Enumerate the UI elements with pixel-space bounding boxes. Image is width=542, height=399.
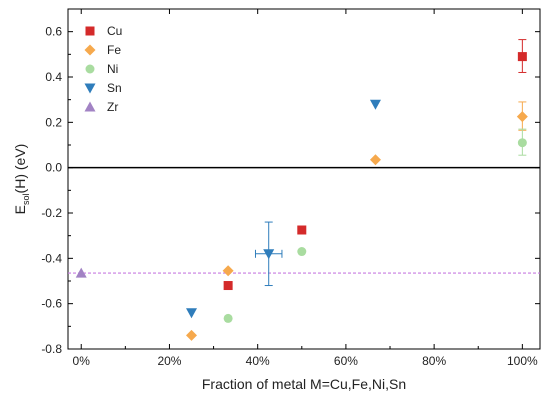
y-axis-title-subscript: sol xyxy=(21,193,31,205)
error-bars xyxy=(255,40,526,286)
x-tick-label: 80% xyxy=(422,354,446,368)
legend-label-fe: Fe xyxy=(107,43,121,57)
point-fe xyxy=(370,154,381,165)
plot-frame xyxy=(68,9,540,349)
legend-marker-sn xyxy=(85,84,96,94)
x-axis-title: Fraction of metal M=Cu,Fe,Ni,Sn xyxy=(202,376,406,392)
point-ni xyxy=(224,314,233,323)
y-tick-label: 0.6 xyxy=(45,25,62,39)
y-axis-title-main: E xyxy=(12,205,28,214)
legend-label-ni: Ni xyxy=(107,62,118,76)
y-tick-label: -0.8 xyxy=(41,342,62,356)
legend-label-cu: Cu xyxy=(107,24,122,38)
x-tick-label: 20% xyxy=(157,354,181,368)
x-tick-label: 100% xyxy=(507,354,538,368)
point-fe xyxy=(517,111,528,122)
data-points xyxy=(76,52,528,341)
point-cu xyxy=(224,281,233,290)
y-tick-label: -0.4 xyxy=(41,251,62,265)
point-cu xyxy=(518,52,527,61)
y-tick-label: -0.2 xyxy=(41,206,62,220)
x-tick-label: 0% xyxy=(73,354,91,368)
point-sn xyxy=(186,308,197,318)
legend-marker-fe xyxy=(85,45,96,56)
legend-marker-ni xyxy=(86,65,95,74)
legend-marker-cu xyxy=(86,27,95,36)
legend-marker-zr xyxy=(85,102,96,112)
y-tick-label: -0.6 xyxy=(41,297,62,311)
point-fe xyxy=(186,330,197,341)
y-axis-title: Esol(H) (eV) xyxy=(12,144,31,215)
legend: Cu Fe Ni Sn Zr xyxy=(85,24,123,114)
point-fe xyxy=(223,265,234,276)
point-ni xyxy=(518,138,527,147)
point-ni xyxy=(297,247,306,256)
x-tick-label: 60% xyxy=(334,354,358,368)
y-tick-label: 0.2 xyxy=(45,115,62,129)
legend-label-zr: Zr xyxy=(107,100,118,114)
point-cu xyxy=(297,226,306,235)
y-tick-label: 0.4 xyxy=(45,70,62,84)
point-sn xyxy=(370,100,381,110)
legend-label-sn: Sn xyxy=(107,81,122,95)
x-tick-label: 40% xyxy=(246,354,270,368)
y-axis-title-rest: (H) (eV) xyxy=(12,144,28,194)
y-tick-label: 0.0 xyxy=(45,161,62,175)
reference-lines xyxy=(68,168,540,273)
